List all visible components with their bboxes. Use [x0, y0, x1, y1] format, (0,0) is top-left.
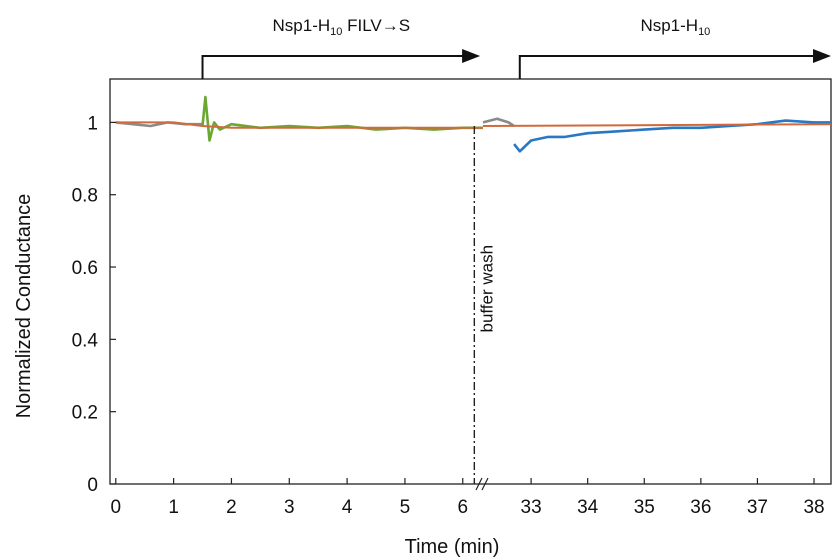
x-tick-label: 6 [457, 497, 468, 518]
series-line-5 [482, 123, 832, 127]
x-tick-label: 0 [110, 497, 121, 518]
series-line-2 [482, 117, 515, 128]
tick-layer: 00.20.40.60.810 1 2 3 4 5 6 33 34 35 36 37 38 [72, 113, 825, 518]
phase-label-1: Nsp1-H10 [640, 16, 710, 38]
x-tick-label: 5 [400, 497, 411, 518]
y-tick-label: 0.2 [72, 403, 98, 424]
y-tick-label: 0.6 [72, 258, 98, 279]
x-tick-label: 35 [634, 497, 655, 518]
y-tick-label: 0 [87, 475, 98, 496]
x-tick-label: 1 [168, 497, 179, 518]
y-tick-label: 0.8 [72, 186, 98, 207]
phase-label-0: Nsp1-H10 FILV→S [273, 16, 411, 38]
y-tick-label: 1 [87, 113, 98, 134]
y-axis-title: Normalized Conductance [13, 194, 35, 419]
series-line-3 [513, 119, 831, 153]
x-tick-label: 38 [803, 497, 824, 518]
break-slash-1 [481, 477, 489, 491]
phase-arrow-1 [518, 55, 817, 79]
x-tick-label: 34 [577, 497, 599, 518]
series-line-1 [201, 95, 483, 142]
x-tick-label: 3 [284, 497, 295, 518]
x-tick-label: 2 [226, 497, 237, 518]
plot-frame [109, 78, 832, 485]
phase-arrowhead-1 [813, 49, 831, 63]
x-tick-label: 36 [690, 497, 711, 518]
x-tick-label: 37 [747, 497, 768, 518]
phase-layer: Nsp1-H10 FILV→S Nsp1-H10 [201, 16, 831, 79]
axis-break-mark [475, 477, 489, 491]
series-layer [115, 95, 832, 153]
x-tick-label: 4 [342, 497, 353, 518]
phase-arrow-0 [201, 55, 467, 79]
buffer-wash-label: buffer wash [477, 245, 496, 333]
phase-arrowhead-0 [462, 49, 481, 63]
series-line-4 [115, 121, 483, 129]
x-tick-label: 33 [521, 497, 542, 518]
x-axis-title: Time (min) [405, 536, 500, 557]
y-tick-label: 0.4 [72, 330, 99, 351]
break-slash-0 [475, 477, 483, 491]
